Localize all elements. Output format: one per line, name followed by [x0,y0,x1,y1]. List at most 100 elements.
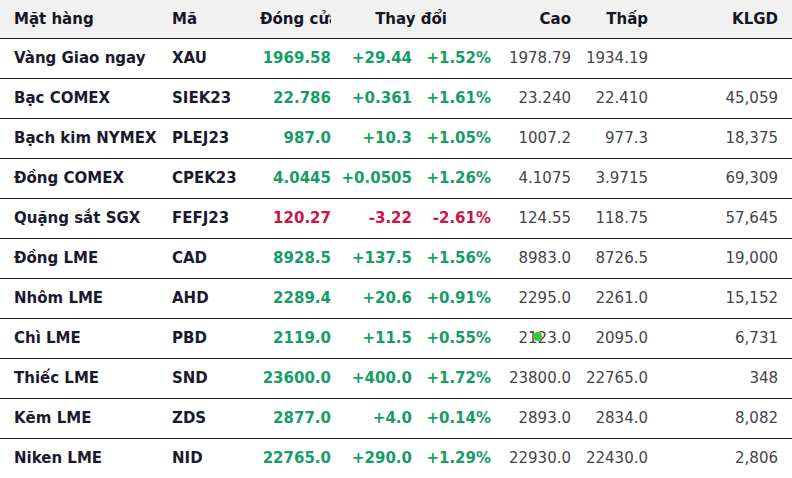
volume: 69,309 [648,158,792,198]
change-value: +0.0505 [331,158,412,198]
high-price: 2893.0 [491,398,571,438]
low-price: 2834.0 [571,398,648,438]
change-value: +137.5 [331,238,412,278]
header-volume: KLGD [648,0,792,38]
table-row[interactable]: Bạc COMEX SIEK23 22.786 +0.361 +1.61% 23… [0,78,792,118]
low-price: 3.9715 [571,158,648,198]
high-price: 23.240 [491,78,571,118]
volume: 348 [648,358,792,398]
low-price: 2261.0 [571,278,648,318]
table-row[interactable]: Kẽm LME ZDS 2877.0 +4.0 +0.14% 2893.0 28… [0,398,792,438]
change-percent: +1.26% [412,158,491,198]
volume: 45,059 [648,78,792,118]
low-price: 8726.5 [571,238,648,278]
volume: 19,000 [648,238,792,278]
change-value: +4.0 [331,398,412,438]
volume: 15,152 [648,278,792,318]
change-percent: +1.29% [412,438,491,478]
commodity-price-table: Mặt hàng Mã Đóng cửa Thay đổi Cao Thấp K… [0,0,792,478]
close-price: 2877.0 [260,398,331,438]
commodity-code: PLEJ23 [172,118,260,158]
header-close: Đóng cửa [260,0,331,38]
commodity-code: ZDS [172,398,260,438]
close-price: 22765.0 [260,438,331,478]
commodity-name: Bạch kim NYMEX [0,118,172,158]
change-percent: +0.91% [412,278,491,318]
cursor-dot [533,332,542,341]
close-price: 2119.0 [260,318,331,358]
close-price: 120.27 [260,198,331,238]
header-low: Thấp [571,0,648,38]
close-price: 22.786 [260,78,331,118]
commodity-name: Vàng Giao ngay [0,38,172,78]
low-price: 22765.0 [571,358,648,398]
commodity-name: Nhôm LME [0,278,172,318]
commodity-name: Đồng LME [0,238,172,278]
volume: 18,375 [648,118,792,158]
commodity-code: NID [172,438,260,478]
header-high: Cao [491,0,571,38]
commodity-code: FEFJ23 [172,198,260,238]
table-row[interactable]: Vàng Giao ngay XAU 1969.58 +29.44 +1.52%… [0,38,792,78]
change-value: +20.6 [331,278,412,318]
change-value: +11.5 [331,318,412,358]
change-percent: +1.61% [412,78,491,118]
change-value: +0.361 [331,78,412,118]
low-price: 22430.0 [571,438,648,478]
header-name: Mặt hàng [0,0,172,38]
header-change: Thay đổi [331,0,491,38]
commodity-name: Chì LME [0,318,172,358]
change-value: +29.44 [331,38,412,78]
header-code: Mã [172,0,260,38]
commodity-name: Bạc COMEX [0,78,172,118]
table-row[interactable]: Thiếc LME SND 23600.0 +400.0 +1.72% 2380… [0,358,792,398]
high-price: 22930.0 [491,438,571,478]
commodity-name: Đồng COMEX [0,158,172,198]
commodity-code: XAU [172,38,260,78]
low-price: 118.75 [571,198,648,238]
high-price: 23800.0 [491,358,571,398]
change-percent: +0.55% [412,318,491,358]
volume: 6,731 [648,318,792,358]
commodity-code: PBD [172,318,260,358]
commodity-code: SND [172,358,260,398]
high-price: 1978.79 [491,38,571,78]
table-row[interactable]: Chì LME PBD 2119.0 +11.5 +0.55% 2123.0 2… [0,318,792,358]
commodity-name: Niken LME [0,438,172,478]
change-percent: +1.05% [412,118,491,158]
commodity-name: Thiếc LME [0,358,172,398]
commodity-name: Kẽm LME [0,398,172,438]
commodity-code: SIEK23 [172,78,260,118]
low-price: 977.3 [571,118,648,158]
volume: 2,806 [648,438,792,478]
high-price: 8983.0 [491,238,571,278]
change-value: +10.3 [331,118,412,158]
price-board: Mặt hàng Mã Đóng cửa Thay đổi Cao Thấp K… [0,0,792,478]
table-row[interactable]: Quặng sắt SGX FEFJ23 120.27 -3.22 -2.61%… [0,198,792,238]
high-price: 2295.0 [491,278,571,318]
change-percent: +1.56% [412,238,491,278]
table-header-row: Mặt hàng Mã Đóng cửa Thay đổi Cao Thấp K… [0,0,792,38]
change-percent: +1.52% [412,38,491,78]
close-price: 987.0 [260,118,331,158]
table-row[interactable]: Niken LME NID 22765.0 +290.0 +1.29% 2293… [0,438,792,478]
volume: 57,645 [648,198,792,238]
table-row[interactable]: Đồng COMEX CPEK23 4.0445 +0.0505 +1.26% … [0,158,792,198]
high-price: 1007.2 [491,118,571,158]
low-price: 1934.19 [571,38,648,78]
high-price: 124.55 [491,198,571,238]
table-row[interactable]: Bạch kim NYMEX PLEJ23 987.0 +10.3 +1.05%… [0,118,792,158]
commodity-code: CAD [172,238,260,278]
change-value: -3.22 [331,198,412,238]
table-row[interactable]: Nhôm LME AHD 2289.4 +20.6 +0.91% 2295.0 … [0,278,792,318]
volume [648,38,792,78]
volume: 8,082 [648,398,792,438]
change-value: +290.0 [331,438,412,478]
high-price: 4.1075 [491,158,571,198]
table-row[interactable]: Đồng LME CAD 8928.5 +137.5 +1.56% 8983.0… [0,238,792,278]
commodity-code: CPEK23 [172,158,260,198]
change-percent: -2.61% [412,198,491,238]
low-price: 22.410 [571,78,648,118]
close-price: 1969.58 [260,38,331,78]
change-percent: +0.14% [412,398,491,438]
